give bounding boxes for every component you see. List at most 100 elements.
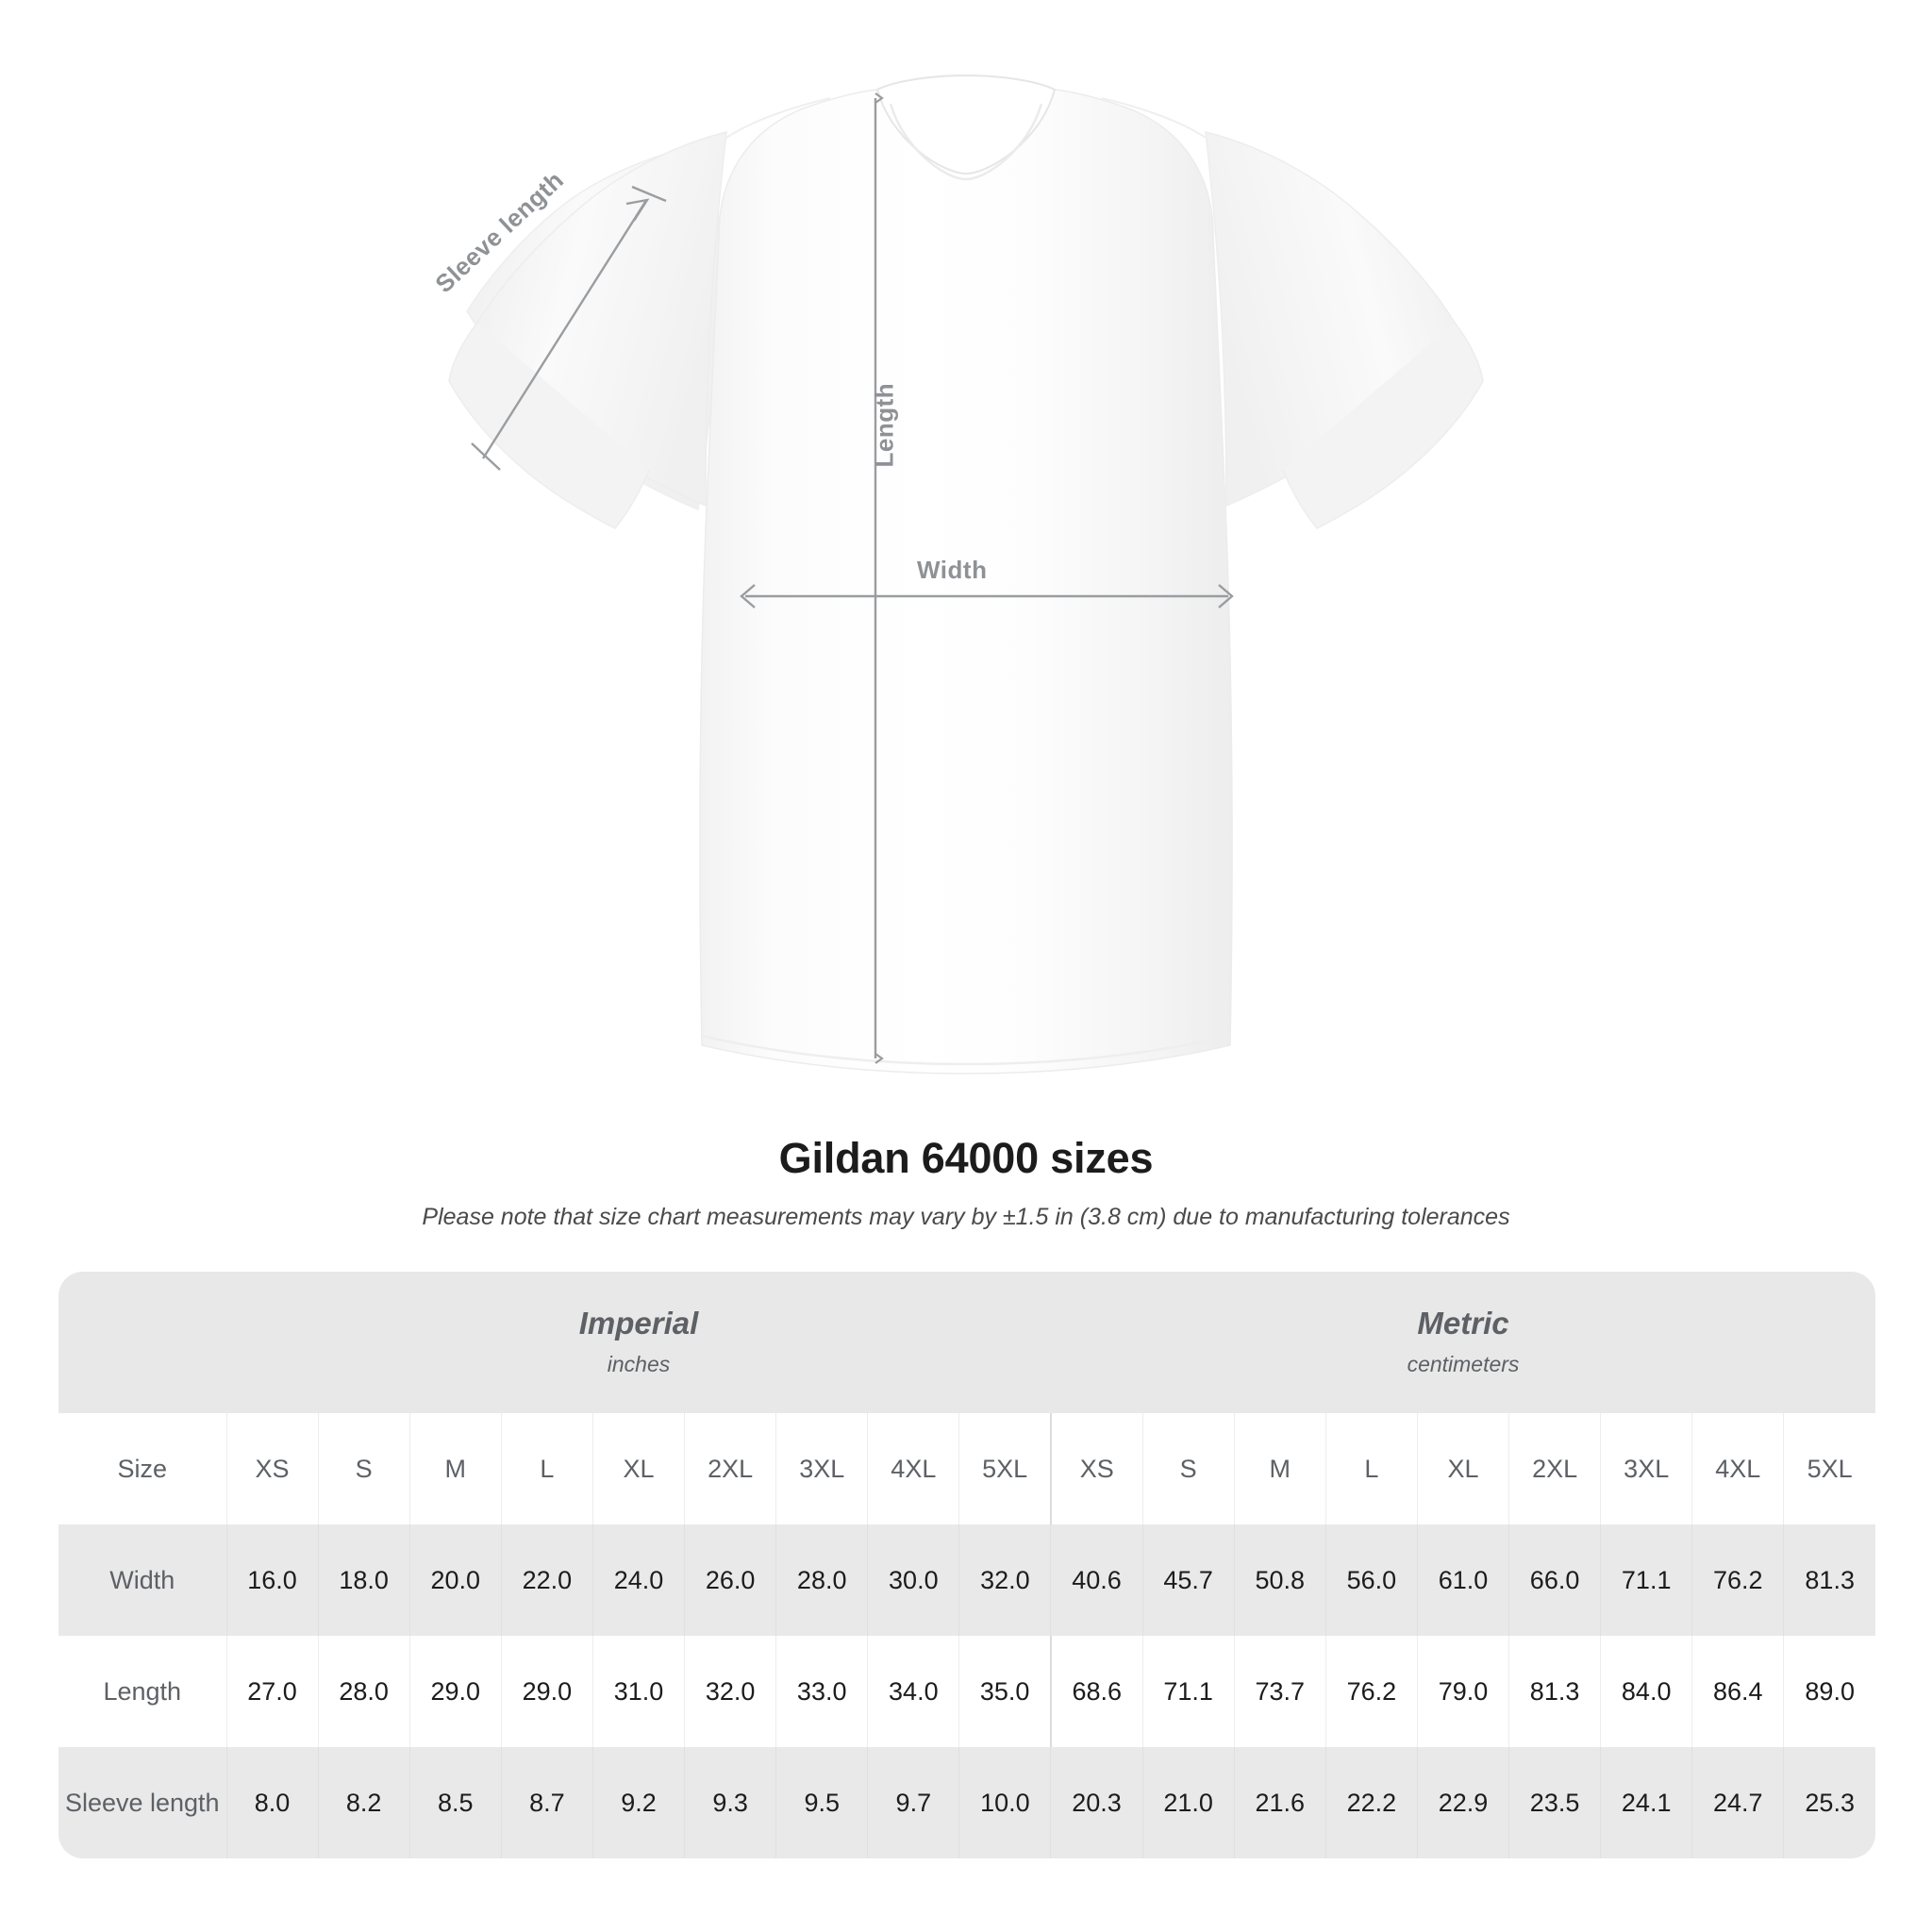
right-sleeve-hem xyxy=(1282,322,1484,529)
size-column-header: 2XL xyxy=(684,1413,776,1524)
table-cell: 40.6 xyxy=(1050,1524,1143,1636)
sleeve-guide-line xyxy=(481,201,647,459)
size-column-header: 3XL xyxy=(775,1413,868,1524)
size-column-header: L xyxy=(1324,1413,1418,1524)
size-column-header: 5XL xyxy=(1783,1413,1876,1524)
sleeve-arrow-head xyxy=(625,198,650,222)
size-column-header: M xyxy=(1233,1413,1326,1524)
table-cell: 84.0 xyxy=(1600,1636,1692,1747)
width-arrow-left xyxy=(740,584,756,608)
measurement-guides xyxy=(471,92,1234,1064)
table-cell: 86.4 xyxy=(1691,1636,1784,1747)
size-column-header: 4XL xyxy=(1691,1413,1784,1524)
size-column-header: XL xyxy=(591,1413,685,1524)
size-column-header: 3XL xyxy=(1600,1413,1692,1524)
table-cell: 28.0 xyxy=(775,1524,868,1636)
sleeve-tick-top xyxy=(631,185,667,203)
collar xyxy=(875,74,1057,175)
left-sleeve-hem xyxy=(448,322,650,529)
table-row: Length 27.0 28.0 29.0 29.0 31.0 32.0 33.0 34.0 3… xyxy=(58,1636,1876,1747)
table-cell: 56.0 xyxy=(1324,1524,1418,1636)
table-cell: 24.7 xyxy=(1691,1747,1784,1858)
table-cell: 33.0 xyxy=(775,1636,868,1747)
table-cell: 23.5 xyxy=(1508,1747,1601,1858)
row-label: Sleeve length xyxy=(58,1747,226,1858)
table-cell: 10.0 xyxy=(958,1747,1051,1858)
unit-name-imperial: Imperial xyxy=(578,1306,699,1341)
table-cell: 79.0 xyxy=(1416,1636,1509,1747)
table-cell: 9.5 xyxy=(775,1747,868,1858)
size-column-header: M xyxy=(408,1413,502,1524)
unit-banner-row: Imperial inches Metric centimeters xyxy=(58,1272,1876,1413)
table-cell: 76.2 xyxy=(1324,1636,1418,1747)
length-label: Length xyxy=(870,382,899,468)
unit-name-metric: Metric xyxy=(1417,1306,1509,1341)
table-row: Width 16.0 18.0 20.0 22.0 24.0 26.0 28.0 30.0 32… xyxy=(58,1524,1876,1636)
table-cell: 68.6 xyxy=(1049,1636,1143,1747)
unit-group-metric: Metric centimeters xyxy=(1050,1272,1876,1413)
table-cell: 8.0 xyxy=(225,1747,319,1858)
table-cell: 22.2 xyxy=(1324,1747,1418,1858)
table-cell: 35.0 xyxy=(958,1636,1051,1747)
table-cell: 9.3 xyxy=(684,1747,776,1858)
size-column-header: 4XL xyxy=(867,1413,959,1524)
size-header-row: Size XS S M L XL 2XL 3XL 4XL 5XL XS S M L XL 2XL 3XL 4XL… xyxy=(58,1413,1876,1524)
tshirt-illustration: Sleeve length Length Width xyxy=(429,74,1484,1074)
table-cell: 22.9 xyxy=(1416,1747,1509,1858)
page-title: Gildan 64000 sizes xyxy=(778,1134,1154,1182)
table-cell: 66.0 xyxy=(1508,1524,1601,1636)
tshirt-diagram-svg xyxy=(448,74,1484,1074)
table-cell: 81.3 xyxy=(1783,1524,1876,1636)
row-label: Width xyxy=(58,1524,226,1636)
table-cell: 24.1 xyxy=(1600,1747,1692,1858)
size-column-header: L xyxy=(500,1413,593,1524)
table-cell: 71.1 xyxy=(1600,1524,1692,1636)
table-cell: 24.0 xyxy=(591,1524,685,1636)
table-cell: 50.8 xyxy=(1233,1524,1326,1636)
size-column-header: XL xyxy=(1416,1413,1509,1524)
heading-block: Gildan 64000 sizes Please note that size… xyxy=(0,1134,1932,1231)
table-cell: 76.2 xyxy=(1691,1524,1784,1636)
table-cell: 89.0 xyxy=(1783,1636,1876,1747)
table-cell: 27.0 xyxy=(225,1636,319,1747)
table-cell: 29.0 xyxy=(500,1636,593,1747)
table-cell: 81.3 xyxy=(1508,1636,1601,1747)
size-column-header: S xyxy=(317,1413,410,1524)
table-cell: 61.0 xyxy=(1416,1524,1509,1636)
bottom-hem xyxy=(701,1034,1231,1066)
tshirt-shape xyxy=(448,74,1484,1074)
row-label: Length xyxy=(58,1636,226,1747)
table-cell: 34.0 xyxy=(867,1636,959,1747)
size-row-label: Size xyxy=(58,1413,226,1524)
table-cell: 26.0 xyxy=(684,1524,776,1636)
unit-group-imperial: Imperial inches xyxy=(226,1272,1051,1413)
unit-sub-imperial: inches xyxy=(607,1352,671,1376)
table-cell: 22.0 xyxy=(500,1524,593,1636)
table-cell: 21.6 xyxy=(1233,1747,1326,1858)
unit-corner-cell xyxy=(58,1272,226,1413)
size-column-header: XS xyxy=(225,1413,319,1524)
table-cell: 73.7 xyxy=(1233,1636,1326,1747)
table-cell: 32.0 xyxy=(958,1524,1051,1636)
table-cell: 21.0 xyxy=(1141,1747,1235,1858)
table-cell: 71.1 xyxy=(1141,1636,1235,1747)
table-cell: 29.0 xyxy=(408,1636,502,1747)
table-cell: 9.7 xyxy=(867,1747,959,1858)
table-row: Sleeve length 8.0 8.2 8.5 8.7 9.2 9.3 9.5 9.7 10… xyxy=(58,1747,1876,1858)
table-cell: 45.7 xyxy=(1141,1524,1235,1636)
table-cell: 25.3 xyxy=(1783,1747,1876,1858)
table-cell: 32.0 xyxy=(684,1636,776,1747)
table-cell: 8.7 xyxy=(500,1747,593,1858)
tolerance-note: Please note that size chart measurements… xyxy=(422,1204,1510,1230)
unit-sub-metric: centimeters xyxy=(1407,1352,1520,1376)
size-column-header: XS xyxy=(1049,1413,1143,1524)
left-shoulder-seam xyxy=(725,97,831,139)
table-cell: 18.0 xyxy=(317,1524,410,1636)
right-shoulder-seam xyxy=(1101,97,1207,139)
size-column-header: 2XL xyxy=(1508,1413,1601,1524)
size-column-header: S xyxy=(1141,1413,1235,1524)
table-cell: 9.2 xyxy=(591,1747,685,1858)
table-cell: 8.5 xyxy=(408,1747,502,1858)
table-cell: 8.2 xyxy=(317,1747,410,1858)
size-column-header: 5XL xyxy=(958,1413,1051,1524)
